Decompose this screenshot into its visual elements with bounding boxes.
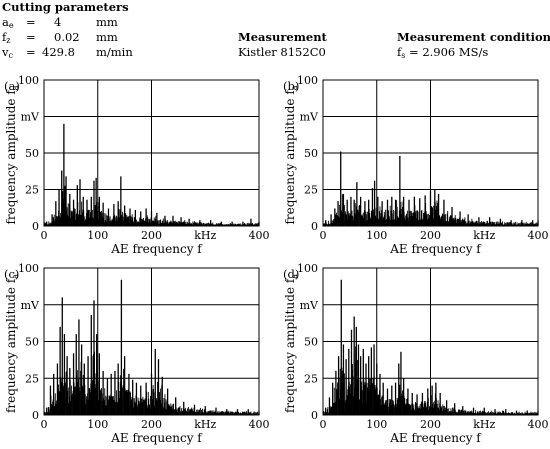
conditions-value: fs = 2.906 MS/s bbox=[397, 45, 488, 63]
x-axis-label: AE frequency f bbox=[389, 242, 482, 256]
y-axis-label-text: frequency amplitude f bbox=[4, 89, 18, 225]
y-unit-label: mV bbox=[21, 299, 40, 312]
y-axis-label: frequency amplitude fa bbox=[4, 85, 20, 224]
panel-label: (c) bbox=[4, 267, 19, 281]
param-equals: = bbox=[26, 30, 36, 44]
param-equals: = bbox=[26, 45, 36, 59]
x-tick-label: 0 bbox=[41, 418, 48, 431]
y-tick-label: 100 bbox=[18, 262, 39, 275]
y-tick-label: 50 bbox=[304, 336, 318, 349]
y-tick-label: 50 bbox=[25, 336, 39, 349]
param-subscript: e bbox=[8, 21, 14, 30]
y-axis-label-text: frequency amplitude f bbox=[283, 277, 297, 413]
x-tick-label: 200 bbox=[420, 418, 441, 431]
spectrum-series bbox=[323, 279, 539, 415]
y-axis-label-subscript: a bbox=[290, 85, 299, 90]
x-unit-label: kHz bbox=[194, 229, 216, 242]
y-tick-label: 25 bbox=[304, 372, 318, 385]
panel-label: (b) bbox=[283, 79, 299, 93]
x-axis-label: AE frequency f bbox=[110, 242, 203, 256]
y-axis-label: frequency amplitude fa bbox=[283, 274, 299, 413]
x-tick-label: 0 bbox=[320, 418, 327, 431]
x-tick-label: 200 bbox=[141, 418, 162, 431]
param-equals: = bbox=[26, 15, 36, 29]
param-subscript: z bbox=[6, 36, 11, 45]
y-unit-label: mV bbox=[300, 111, 319, 124]
x-unit-label: kHz bbox=[194, 418, 216, 431]
param-subscript: c bbox=[8, 51, 13, 60]
x-tick-label: 100 bbox=[366, 229, 387, 242]
y-tick-label: 25 bbox=[304, 184, 318, 197]
param-symbol: f bbox=[2, 30, 7, 44]
y-tick-label: 0 bbox=[311, 220, 318, 233]
conditions-rate: = 2.906 MS/s bbox=[409, 45, 489, 59]
x-unit-label: kHz bbox=[473, 418, 495, 431]
cutting-parameters-title: Cutting parameters bbox=[2, 0, 129, 14]
measurement-title: Measurement bbox=[238, 30, 327, 44]
y-axis-label-subscript: a bbox=[290, 274, 299, 279]
y-tick-label: 0 bbox=[32, 220, 39, 233]
plot-frame bbox=[43, 79, 260, 227]
x-unit-label: kHz bbox=[473, 229, 495, 242]
param-unit: m/min bbox=[96, 45, 133, 59]
param-row-ae: ae = 4 mm bbox=[2, 15, 118, 33]
y-tick-label: 25 bbox=[25, 184, 39, 197]
panel-label: (d) bbox=[283, 267, 299, 281]
y-axis-label: frequency amplitude fa bbox=[283, 85, 299, 224]
param-row-fz: fz = 0.02 mm bbox=[2, 30, 118, 48]
y-tick-label: 50 bbox=[304, 147, 318, 160]
plot-frame bbox=[322, 267, 539, 416]
plot-frame bbox=[322, 79, 539, 227]
y-tick-label: 0 bbox=[311, 409, 318, 422]
x-tick-label: 400 bbox=[249, 229, 270, 242]
x-axis-label: AE frequency f bbox=[389, 431, 482, 445]
y-axis-label-subscript: a bbox=[11, 274, 20, 279]
spectrum-series bbox=[323, 151, 539, 226]
y-tick-label: 25 bbox=[25, 372, 39, 385]
x-tick-label: 400 bbox=[528, 418, 549, 431]
plot-frame bbox=[43, 267, 260, 416]
y-unit-label: mV bbox=[300, 299, 319, 312]
x-tick-label: 400 bbox=[249, 418, 270, 431]
y-tick-label: 100 bbox=[297, 74, 318, 87]
conditions-symbol: f bbox=[397, 45, 402, 59]
param-unit: mm bbox=[96, 15, 118, 29]
param-value: 4 bbox=[54, 15, 62, 29]
x-tick-label: 100 bbox=[366, 418, 387, 431]
param-row-vc: vc = 429.8 m/min bbox=[2, 45, 133, 63]
y-tick-label: 0 bbox=[32, 409, 39, 422]
y-unit-label: mV bbox=[21, 111, 40, 124]
x-tick-label: 400 bbox=[528, 229, 549, 242]
param-unit: mm bbox=[96, 30, 118, 44]
param-value: 429.8 bbox=[42, 45, 75, 59]
param-symbol: v bbox=[2, 45, 9, 59]
x-tick-label: 200 bbox=[141, 229, 162, 242]
x-tick-label: 0 bbox=[41, 229, 48, 242]
y-tick-label: 100 bbox=[297, 262, 318, 275]
conditions-subscript: s bbox=[401, 51, 406, 60]
y-tick-label: 50 bbox=[25, 147, 39, 160]
measurement-value: Kistler 8152C0 bbox=[238, 45, 326, 59]
y-axis-label-subscript: a bbox=[11, 85, 20, 90]
spectrum-series bbox=[44, 279, 260, 415]
x-tick-label: 0 bbox=[320, 229, 327, 242]
param-symbol: a bbox=[2, 15, 9, 29]
x-tick-label: 100 bbox=[87, 229, 108, 242]
x-tick-label: 100 bbox=[87, 418, 108, 431]
x-axis-label: AE frequency f bbox=[110, 431, 203, 445]
y-axis-label-text: frequency amplitude f bbox=[283, 89, 297, 225]
y-axis-label: frequency amplitude fa bbox=[4, 274, 20, 413]
x-tick-label: 200 bbox=[420, 229, 441, 242]
conditions-title: Measurement conditions bbox=[397, 30, 550, 44]
y-tick-label: 100 bbox=[18, 74, 39, 87]
y-axis-label-text: frequency amplitude f bbox=[4, 277, 18, 413]
panel-label: (a) bbox=[4, 79, 20, 93]
param-value: 0.02 bbox=[54, 30, 80, 44]
